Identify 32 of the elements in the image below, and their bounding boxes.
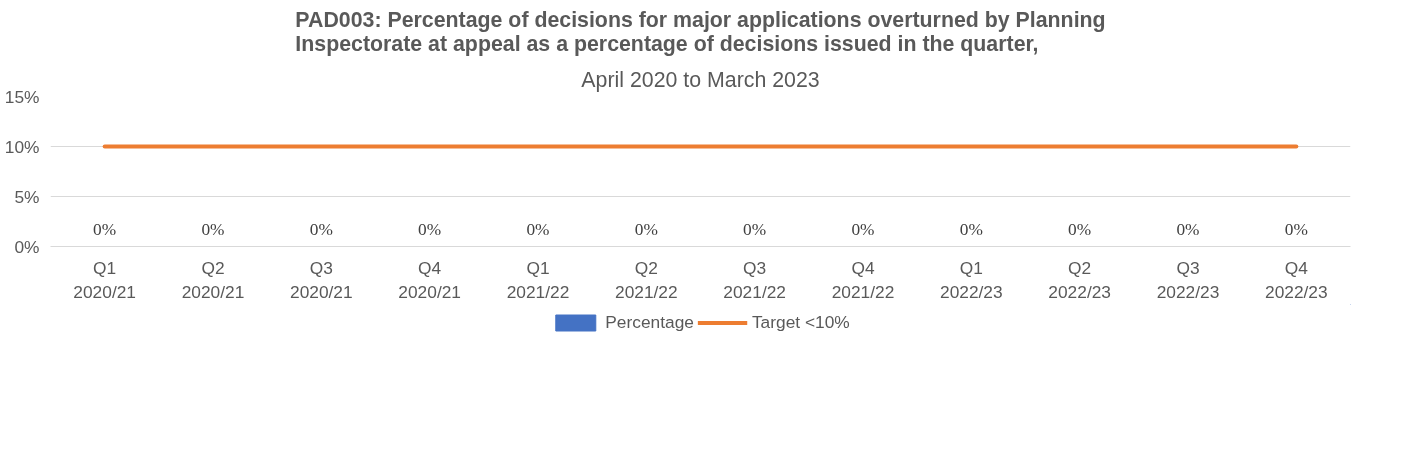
- data-label: 0%: [634, 219, 658, 239]
- x-tick-label: Q2 2021/22: [615, 257, 678, 302]
- data-label: 0%: [201, 219, 225, 239]
- data-label: 0%: [851, 219, 875, 239]
- data-label: 0%: [1176, 219, 1200, 239]
- x-tick-label: Q3 2021/22: [723, 257, 786, 302]
- x-tick-label: Q2 2022/23: [1048, 257, 1111, 302]
- chart-subtitle: April 2020 to March 2023: [581, 67, 820, 92]
- y-tick-label: 0%: [14, 236, 40, 257]
- x-tick-label: Q4 2022/23: [1265, 257, 1328, 302]
- data-label: 0%: [1068, 219, 1092, 239]
- x-tick-label: Q1 2022/23: [940, 257, 1003, 302]
- y-tick-label: 15%: [4, 86, 40, 107]
- data-label: 0%: [959, 219, 983, 239]
- x-tick-label: Q4 2021/22: [831, 257, 895, 302]
- x-tick-label: Q4 2020/21: [398, 257, 461, 302]
- data-label: 0%: [93, 219, 117, 239]
- x-tick-label: Q2 2020/21: [181, 257, 245, 302]
- y-tick-label: 10%: [4, 136, 40, 157]
- data-label: 0%: [743, 219, 767, 239]
- legend-label: Target <10%: [751, 311, 850, 333]
- data-label: 0%: [309, 219, 333, 239]
- data-label: 0%: [1284, 219, 1308, 239]
- legend-label: Percentage: [605, 311, 694, 333]
- y-tick-label: 5%: [14, 186, 40, 207]
- x-tick-label: Q1 2020/21: [73, 257, 136, 302]
- x-tick-label: Q1 2021/22: [506, 257, 570, 302]
- data-label: 0%: [526, 219, 550, 239]
- data-label: 0%: [418, 219, 442, 239]
- x-tick-label: Q3 2022/23: [1156, 257, 1220, 302]
- x-tick-label: Q3 2020/21: [290, 257, 353, 302]
- chart-title: PAD003: Percentage of decisions for major applications overturned by Planning Inspectorate at appeal as a percentage of decisions issued in the quarter,: [295, 7, 1106, 56]
